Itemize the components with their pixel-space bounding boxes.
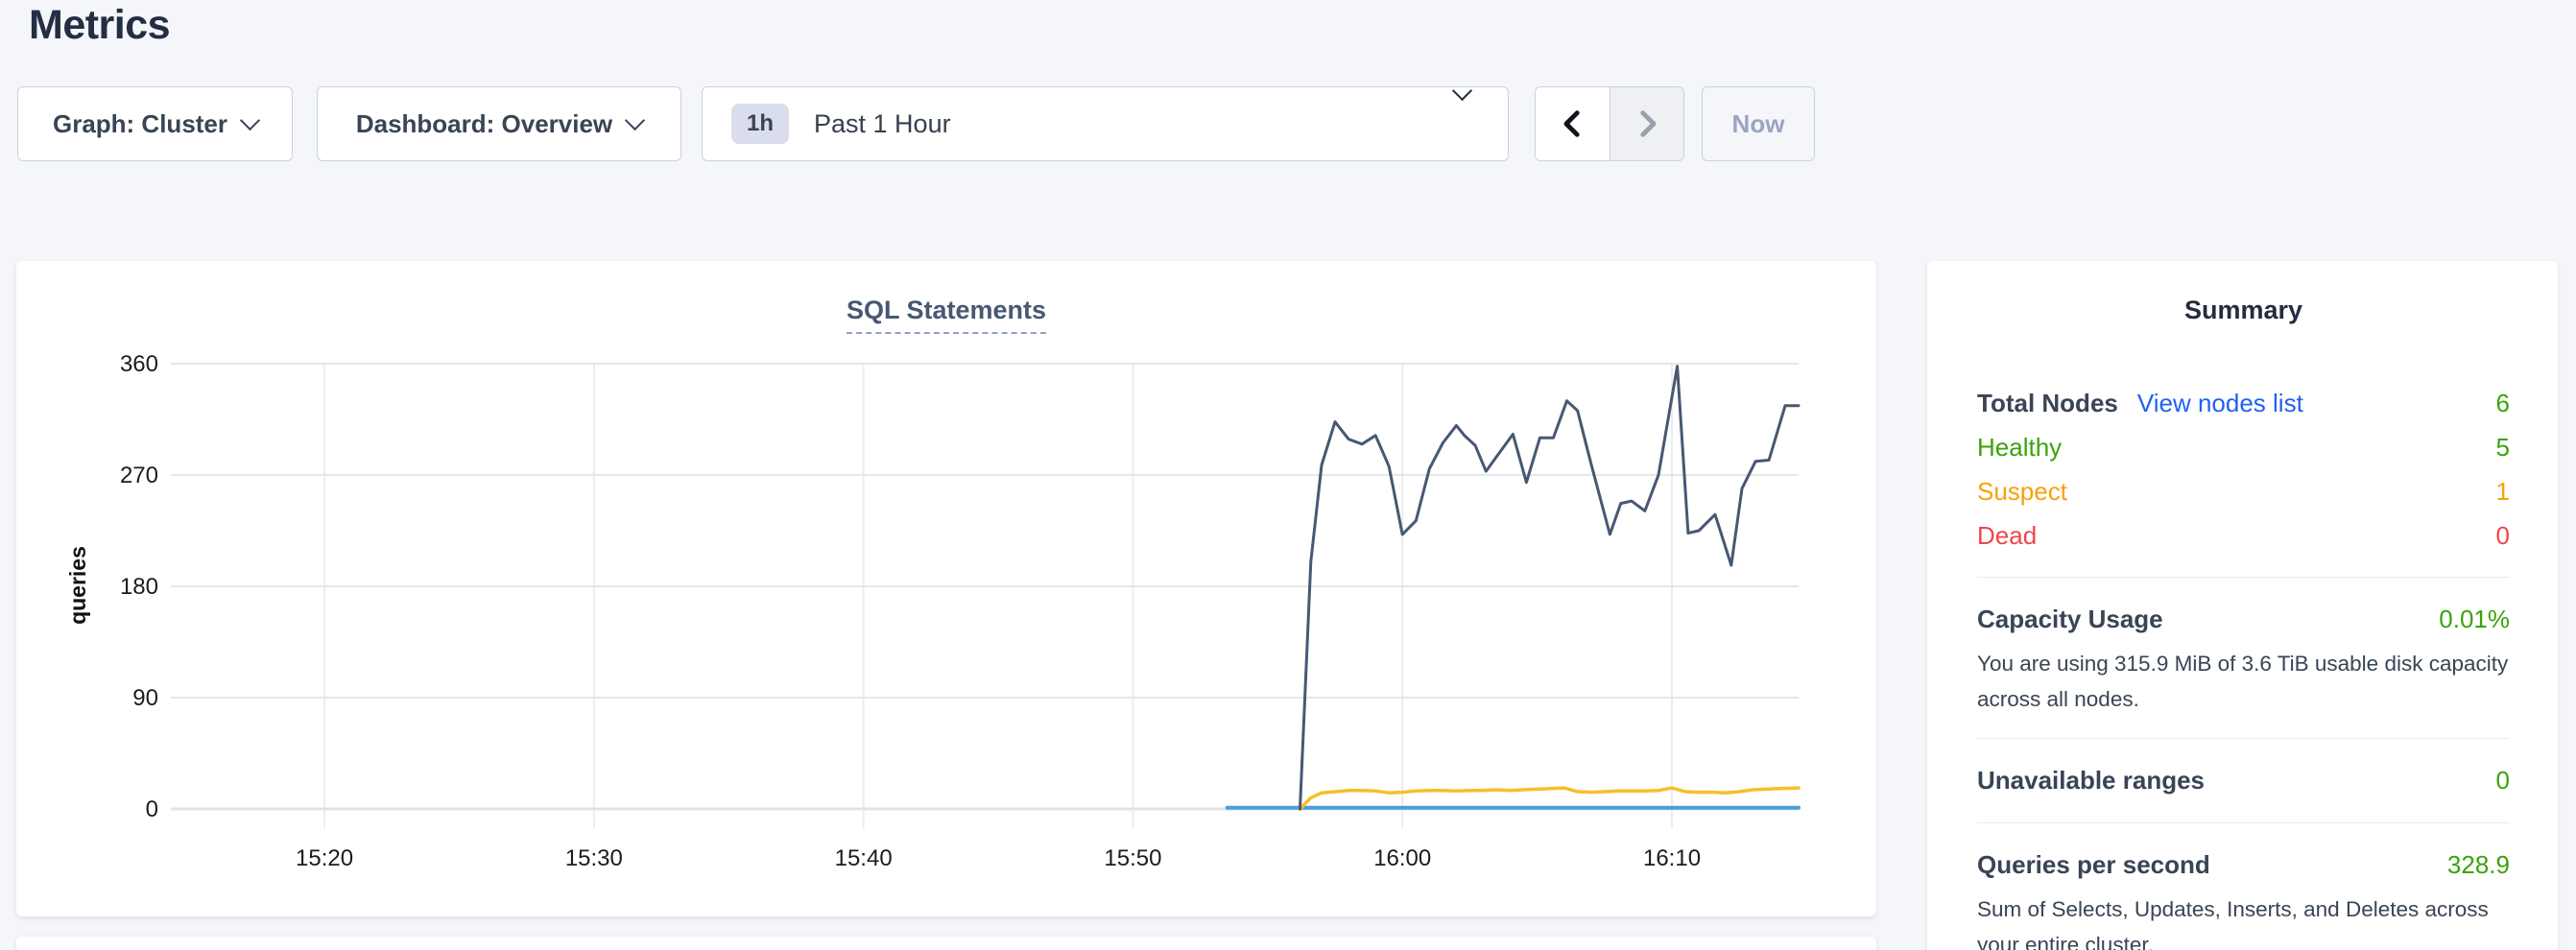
unavailable-ranges-label: Unavailable ranges [1977,766,2205,795]
queries-per-second-description: Sum of Selects, Updates, Inserts, and De… [1977,897,2489,950]
queries-per-second-label: Queries per second [1977,850,2210,879]
summary-title: Summary [2183,296,2303,324]
view-nodes-list-link[interactable]: View nodes list [2136,389,2303,417]
dead-nodes-row: Dead 0 [1977,521,2510,550]
next-chart-card [16,937,1876,950]
healthy-value: 5 [2495,433,2510,462]
x-tick-label: 15:50 [1104,845,1161,871]
healthy-nodes-row: Healthy 5 [1977,433,2510,462]
x-tick-label: 16:00 [1373,845,1431,871]
unavailable-ranges-value: 0 [2495,766,2510,795]
yellow-series-line [1298,786,1801,811]
capacity-usage-label: Capacity Usage [1977,605,2163,633]
dead-label: Dead [1977,521,2038,550]
time-window-next-button[interactable] [1610,87,1683,160]
sql-statements-chart-card: 15:20 15:30 15:40 15:50 16:00 16:10 0 90 180 270 3… [16,261,1876,916]
chevron-down-icon [1451,80,1473,102]
x-tick-label: 16:10 [1643,845,1701,871]
capacity-usage-value: 0.01% [2439,605,2510,633]
y-tick-label: 360 [120,351,158,377]
y-axis-label: queries [65,546,90,625]
chevron-down-icon [239,109,261,131]
summary-divider [1977,738,2510,739]
dashboard-dropdown[interactable]: Dashboard: Overview [317,86,681,161]
total-nodes-label: Total Nodes [1977,389,2118,417]
queries-per-second-row: Queries per second 328.9 [1977,850,2510,880]
dead-value: 0 [2495,521,2510,550]
sql-statements-chart: 15:20 15:30 15:40 15:50 16:00 16:10 0 90 180 270 3… [65,351,1801,871]
capacity-usage-row: Capacity Usage 0.01% [1977,605,2510,634]
queries-per-second-value: 328.9 [2446,850,2510,879]
suspect-value: 1 [2495,477,2510,506]
total-nodes-row: Total Nodes View nodes list 6 [1977,389,2510,417]
chevron-left-icon [1563,110,1580,137]
x-tick-label: 15:30 [565,845,623,871]
time-window-badge: 1h [731,104,790,144]
time-window-prev-button[interactable] [1536,87,1610,160]
page-title: Metrics [29,2,171,48]
x-tick-label: 15:20 [296,845,353,871]
suspect-label: Suspect [1977,477,2067,506]
chevron-down-icon [625,109,646,131]
time-window-selector[interactable]: 1h Past 1 Hour [702,80,1509,161]
graph-dropdown-label: Graph: Cluster [52,108,228,138]
chevron-right-icon [1640,110,1657,137]
graph-dropdown[interactable]: Graph: Cluster [17,86,293,161]
y-tick-label: 0 [146,796,158,822]
navy-series-line [1299,365,1801,811]
time-window-pager [1535,86,1684,161]
chart-title[interactable]: SQL Statements [846,296,1047,334]
now-button[interactable]: Now [1702,86,1815,161]
x-tick-label: 15:40 [835,845,893,871]
summary-divider [1977,577,2510,578]
suspect-nodes-row: Suspect 1 [1977,477,2510,506]
summary-divider [1977,822,2510,823]
time-window-label: Past 1 Hour [814,108,951,138]
capacity-usage-description: You are using 315.9 MiB of 3.6 TiB usabl… [1977,652,2509,711]
unavailable-ranges-row: Unavailable ranges 0 [1977,766,2510,796]
metrics-toolbar: Graph: Cluster Dashboard: Overview 1h Pa… [0,80,2576,161]
healthy-label: Healthy [1977,433,2063,462]
y-tick-label: 270 [120,463,158,488]
y-tick-label: 90 [132,685,158,711]
y-tick-label: 180 [120,574,158,600]
total-nodes-value: 6 [2495,389,2510,417]
summary-panel: Summary Total Nodes View nodes list 6 He… [1927,261,2558,950]
dashboard-dropdown-label: Dashboard: Overview [355,108,613,138]
